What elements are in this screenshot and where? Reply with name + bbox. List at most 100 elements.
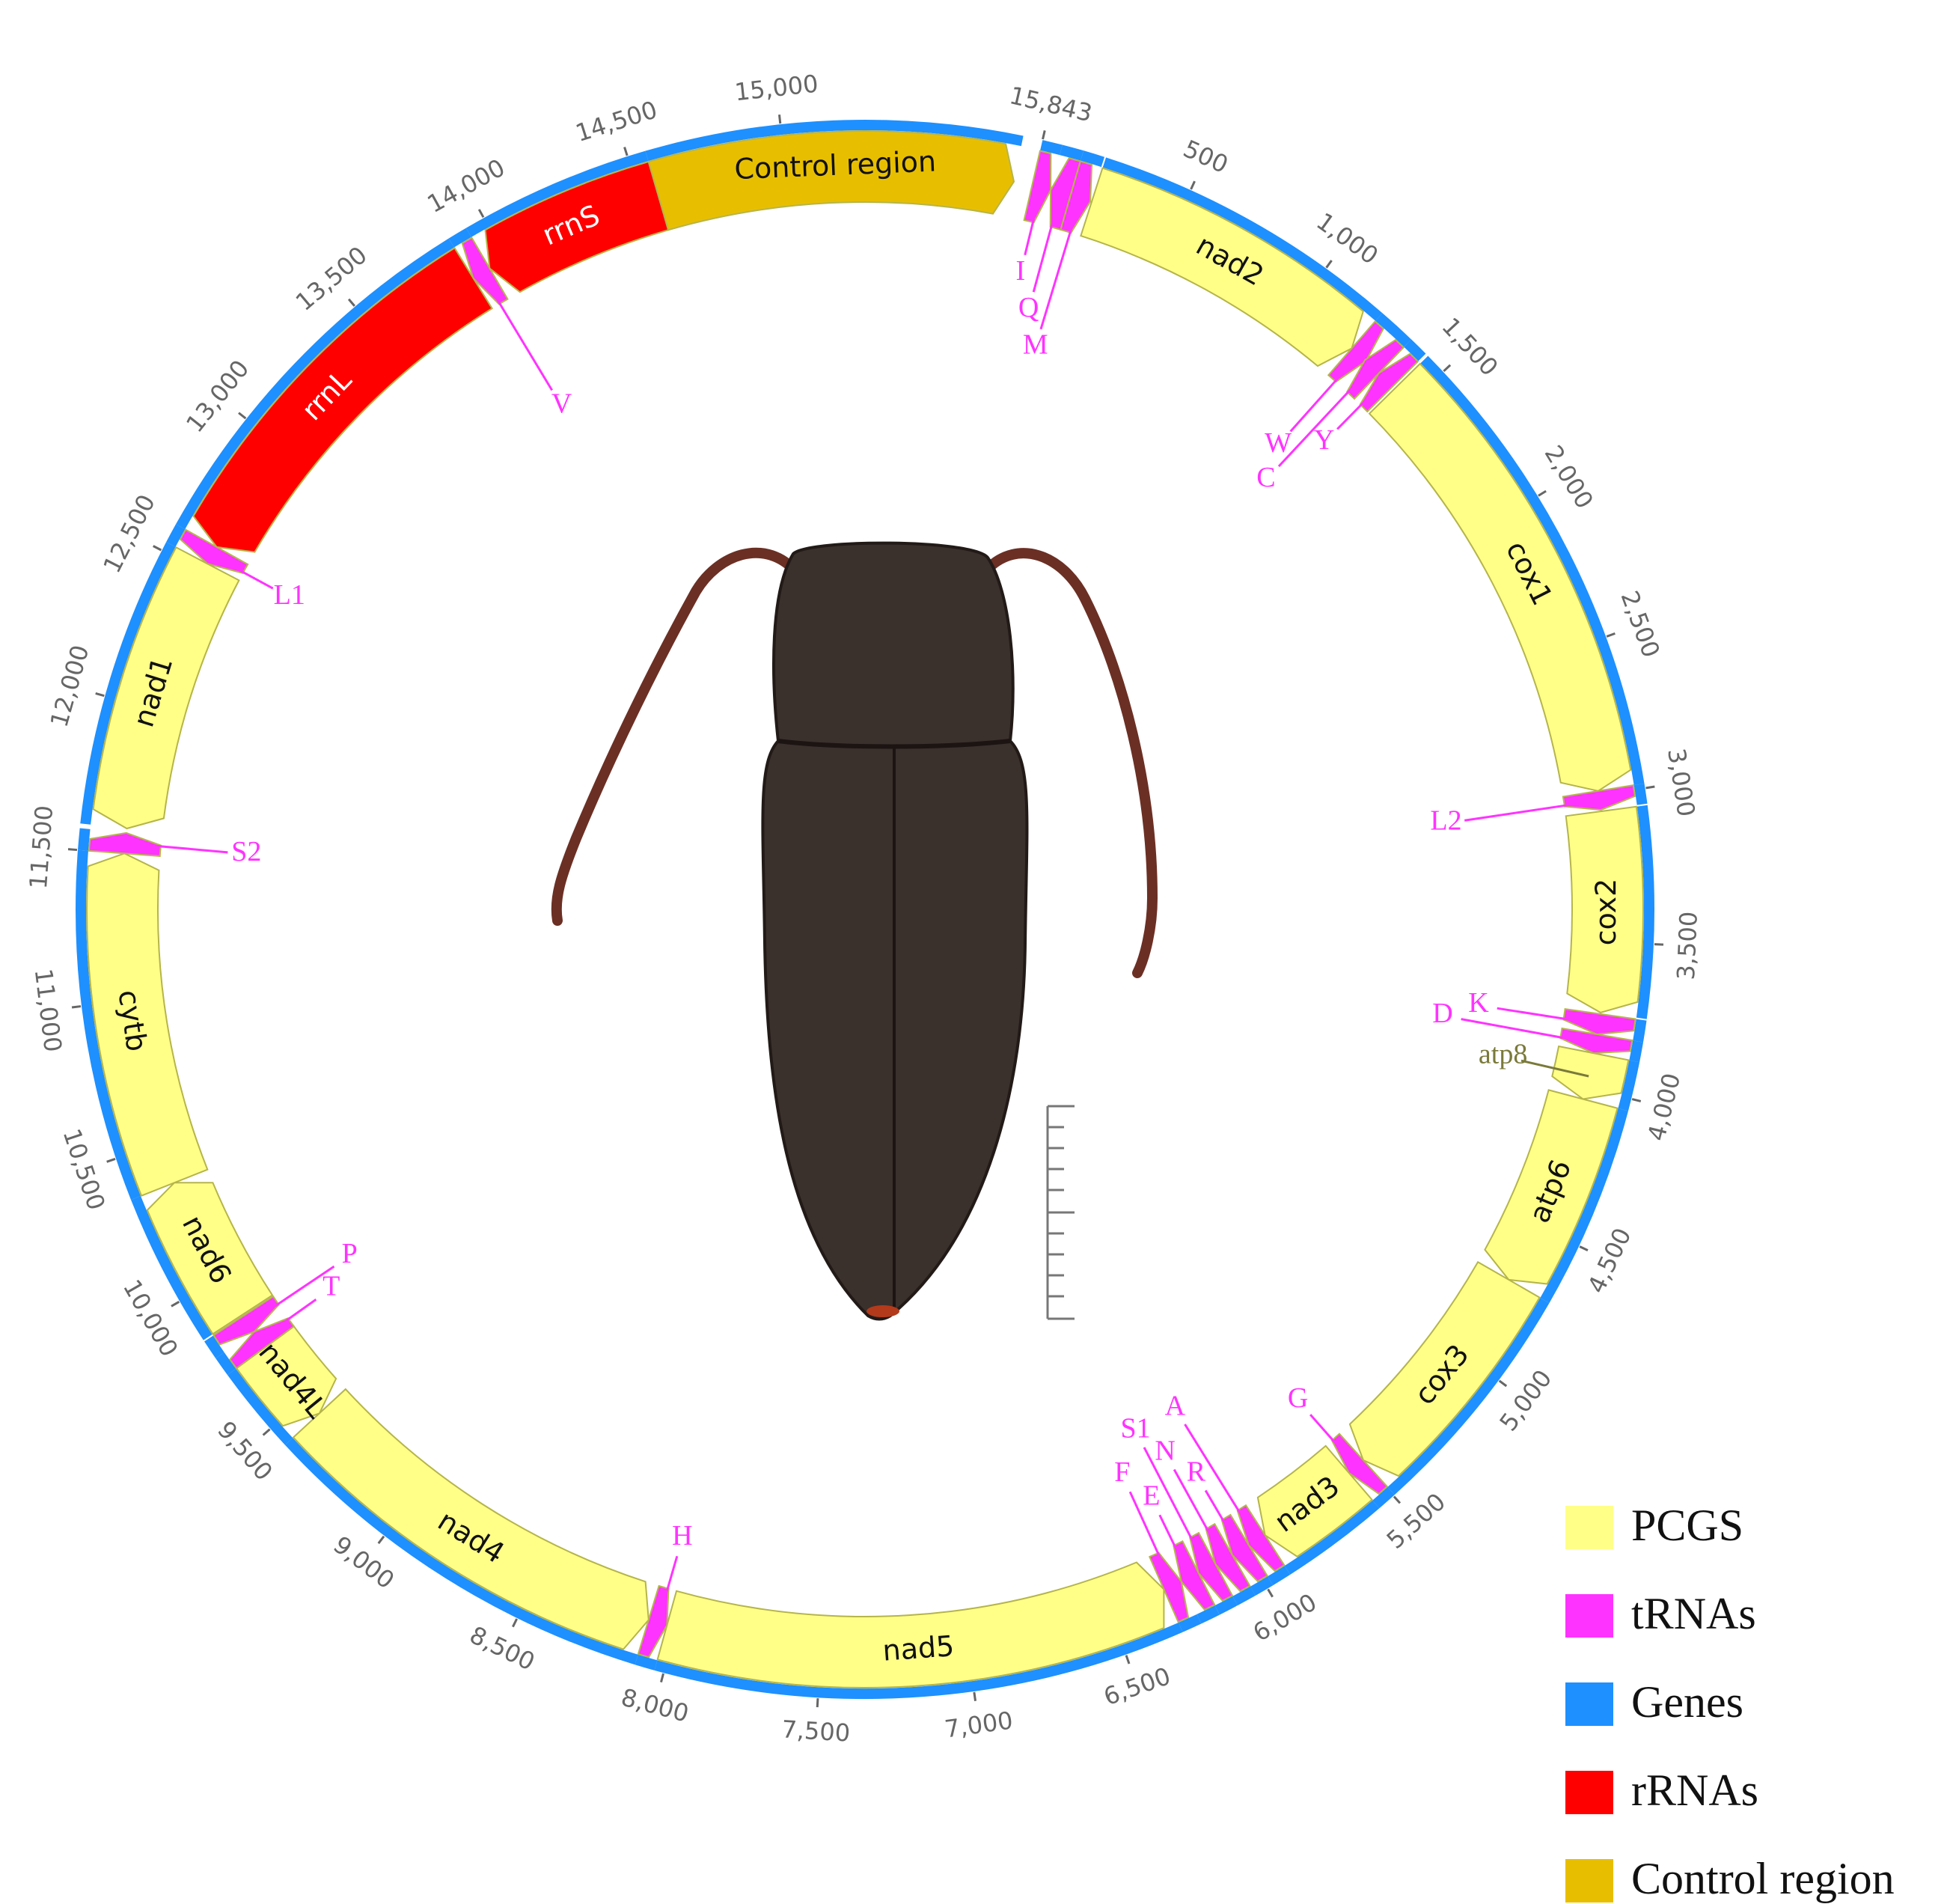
feature xyxy=(1220,1513,1268,1583)
feature-label: D xyxy=(1432,998,1452,1029)
gene-band xyxy=(76,849,141,1200)
gene-band xyxy=(204,1335,224,1358)
feature xyxy=(192,247,493,553)
tick-label: 4,000 xyxy=(1642,1070,1686,1144)
gene-band xyxy=(1420,356,1645,786)
tick-mark xyxy=(238,412,247,420)
feature-label: Y xyxy=(1314,424,1334,456)
gene-band xyxy=(1102,157,1383,321)
feature-label: N xyxy=(1155,1435,1175,1466)
tick-mark xyxy=(347,298,355,307)
tick-label: 6,500 xyxy=(1100,1662,1174,1711)
gene-band xyxy=(1633,783,1648,805)
feature-label: L1 xyxy=(274,579,305,611)
gene-band xyxy=(654,1622,1183,1700)
gene-band xyxy=(1081,150,1105,168)
feature xyxy=(146,1182,274,1335)
tick-mark xyxy=(153,545,162,552)
feature xyxy=(1330,1432,1389,1495)
tick-mark xyxy=(1393,1495,1402,1504)
feature xyxy=(1060,160,1093,234)
leader-line xyxy=(1336,379,1387,430)
tick-mark xyxy=(106,1158,116,1163)
feature xyxy=(1565,805,1644,1013)
leader-line xyxy=(1039,198,1082,330)
feature-label: L2 xyxy=(1430,805,1461,837)
gene-band xyxy=(1372,1486,1395,1509)
tick-label: 9,000 xyxy=(328,1531,400,1595)
gene-band xyxy=(448,228,471,248)
feature-label: K xyxy=(1468,987,1489,1019)
feature-label: C xyxy=(1256,462,1275,493)
feature xyxy=(1023,150,1052,224)
tick-label: 7,000 xyxy=(943,1706,1015,1743)
tick-mark xyxy=(1606,632,1616,638)
feature-label: S1 xyxy=(1120,1413,1150,1444)
tick-mark xyxy=(95,692,105,698)
feature xyxy=(1256,1444,1374,1558)
gene-band xyxy=(645,120,1024,162)
tick-mark xyxy=(512,1618,519,1628)
legend-label: PCGS xyxy=(1631,1501,1743,1550)
leader-line xyxy=(1309,1414,1357,1468)
tick-mark xyxy=(1267,1588,1274,1598)
gene-band xyxy=(1267,1566,1291,1586)
tick-mark xyxy=(171,1301,180,1308)
feature-label: atp8 xyxy=(1479,1038,1527,1070)
tick-label: 11,000 xyxy=(29,967,67,1054)
gene-band xyxy=(635,1654,658,1670)
gene-band xyxy=(78,828,91,851)
feature xyxy=(1189,1531,1234,1602)
feature xyxy=(1236,1504,1286,1572)
legend-swatch xyxy=(1565,1682,1613,1726)
feature xyxy=(1368,362,1632,792)
leader-line xyxy=(1520,1059,1589,1078)
legend-label: tRNAs xyxy=(1631,1589,1756,1638)
feature-label: H xyxy=(672,1520,692,1551)
gene-band xyxy=(1387,1298,1550,1495)
feature xyxy=(1559,1027,1633,1055)
beetle-photo xyxy=(551,541,1158,1321)
leader-line xyxy=(1461,1018,1596,1046)
leader-line xyxy=(480,272,553,391)
tick-label: 8,500 xyxy=(465,1620,540,1676)
leader-line xyxy=(248,1265,335,1325)
gene-band xyxy=(216,1352,236,1376)
tick-mark xyxy=(816,1698,819,1708)
tick-label: 14,000 xyxy=(423,153,510,219)
feature xyxy=(647,130,1015,231)
tick-label: 15,000 xyxy=(733,69,819,106)
feature-label: nad5 xyxy=(881,1629,956,1667)
tick-mark xyxy=(973,1691,977,1701)
tick-mark xyxy=(660,1673,664,1683)
legend-swatch xyxy=(1565,1594,1613,1638)
tick-mark xyxy=(1538,489,1547,497)
tick-mark xyxy=(477,209,485,219)
tick-mark xyxy=(1443,364,1452,373)
tick-label: 8,000 xyxy=(618,1683,691,1728)
feature xyxy=(1562,1007,1636,1036)
tick-label: 12,500 xyxy=(97,490,161,578)
tick-mark xyxy=(623,147,629,156)
feature xyxy=(1173,1540,1216,1611)
tick-label: 2,000 xyxy=(1539,440,1599,513)
feature-label: R xyxy=(1187,1456,1206,1488)
leader-line xyxy=(1289,353,1360,433)
feature xyxy=(229,1317,296,1370)
tick-label: 14,500 xyxy=(572,95,661,147)
feature-label: T xyxy=(323,1271,340,1302)
tick-mark xyxy=(262,1428,271,1436)
tick-mark xyxy=(377,1535,385,1545)
feature-label: G xyxy=(1288,1382,1308,1414)
tick-label: 11,500 xyxy=(24,805,58,891)
feature-label: S2 xyxy=(231,836,261,867)
leader-line xyxy=(1173,1468,1225,1560)
feature-label: M xyxy=(1023,329,1048,360)
gene-band xyxy=(465,150,649,237)
tick-mark xyxy=(1498,1379,1508,1388)
tick-mark xyxy=(1325,260,1333,269)
tick-label: 12,000 xyxy=(45,642,95,730)
gene-band xyxy=(227,1368,293,1445)
leader-line xyxy=(1464,799,1600,822)
